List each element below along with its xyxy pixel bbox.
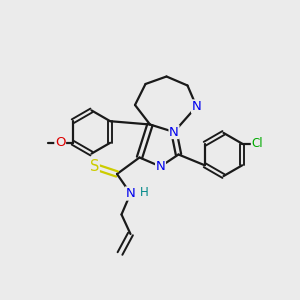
Text: H: H xyxy=(140,185,148,199)
Text: O: O xyxy=(55,136,65,149)
Text: N: N xyxy=(156,160,165,173)
Text: N: N xyxy=(126,187,135,200)
Text: Cl: Cl xyxy=(251,137,263,150)
Text: N: N xyxy=(169,125,179,139)
Text: S: S xyxy=(90,159,99,174)
Text: N: N xyxy=(192,100,201,113)
